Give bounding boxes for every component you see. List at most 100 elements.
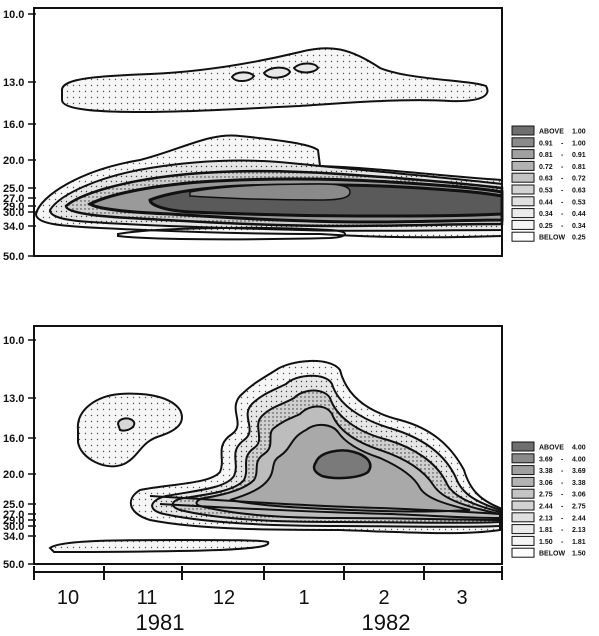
top-legend-label: 0.91 <box>539 140 553 147</box>
top-legend-value: 0.63 <box>572 188 586 195</box>
top-legend-value: 0.91 <box>572 152 586 159</box>
bottom-legend-swatch <box>511 500 535 511</box>
top-legend: ABOVE 1.00 0.91 - 1.00 0.81 - 0.91 0.72 - 0.81 0.63… <box>511 125 586 242</box>
top-legend-swatch <box>511 125 535 136</box>
bottom-legend-label: 1.81 <box>539 527 553 534</box>
top-contour-upper-band <box>61 47 489 114</box>
top-legend-swatch <box>511 172 535 183</box>
bottom-y-axis: 10.0 13.0 16.0 20.0 25.027.029.030.034.0 50.0 <box>3 335 36 571</box>
x-month-label: 11 <box>137 587 158 609</box>
top-legend-label: 0.44 <box>539 199 553 206</box>
x-month-label: 1 <box>298 587 309 609</box>
top-legend-value: 1.00 <box>572 140 586 147</box>
top-legend-swatch <box>511 160 535 171</box>
top-legend-dash: - <box>561 140 564 147</box>
top-legend-label: BELOW <box>539 235 565 242</box>
bottom-legend-label: 3.06 <box>539 480 553 487</box>
x-month-label: 2 <box>378 587 389 609</box>
top-legend-value: 1.00 <box>572 129 586 136</box>
bottom-legend-value: 3.69 <box>572 468 586 475</box>
bottom-legend-value: 2.75 <box>572 504 586 511</box>
bottom-legend-label: 3.38 <box>539 468 553 475</box>
top-legend-swatch <box>511 208 535 219</box>
top-legend-dash: - <box>561 199 564 206</box>
bottom-contour-core <box>312 449 372 480</box>
top-legend-label: 0.63 <box>539 176 553 183</box>
bottom-y-tick-label: 25.0 <box>3 499 24 511</box>
bottom-legend-value: 1.81 <box>572 539 586 546</box>
bottom-legend-label: 3.69 <box>539 456 553 463</box>
bottom-contour-lower-lines <box>149 495 501 519</box>
bottom-legend-dash: - <box>561 480 564 487</box>
top-legend-dash: - <box>561 176 564 183</box>
bottom-legend-swatch <box>511 465 535 476</box>
top-legend-label: 0.53 <box>539 188 553 195</box>
bottom-legend-dash: - <box>561 492 564 499</box>
top-legend-swatch <box>511 137 535 148</box>
bottom-legend-value: 2.13 <box>572 527 586 534</box>
bottom-y-tick-label: 20.0 <box>3 469 24 481</box>
bottom-legend-label: 2.44 <box>539 504 553 511</box>
bottom-legend-dash: - <box>561 527 564 534</box>
top-legend-value: 0.53 <box>572 199 586 206</box>
bottom-legend-value: 1.50 <box>572 551 586 558</box>
x-month-label: 3 <box>456 587 467 609</box>
bottom-y-tick-label: 27.0 <box>3 509 24 521</box>
top-y-tick-label: 16.0 <box>3 119 24 131</box>
bottom-legend-swatch <box>511 524 535 535</box>
bottom-legend-swatch <box>511 488 535 499</box>
bottom-legend-dash: - <box>561 504 564 511</box>
top-y-tick-label: 25.0 <box>3 183 24 195</box>
bottom-legend-swatch <box>511 453 535 464</box>
top-legend-swatch <box>511 149 535 160</box>
top-y-tick-label: 13.0 <box>3 77 24 89</box>
top-y-tick-label: 10.0 <box>3 9 24 21</box>
top-contour-lower-thin <box>117 226 346 241</box>
top-legend-swatch <box>511 219 535 230</box>
top-y-tick-label: 20.0 <box>3 155 24 167</box>
top-legend-label: 0.25 <box>539 223 553 230</box>
top-contour-small-3 <box>292 62 320 74</box>
top-legend-swatch <box>511 231 535 242</box>
bottom-legend-dash: - <box>561 456 564 463</box>
top-legend-dash: - <box>561 211 564 218</box>
bottom-legend-swatch <box>511 547 535 558</box>
top-legend-value: 0.25 <box>572 235 586 242</box>
bottom-legend-dash: - <box>561 468 564 475</box>
top-y-axis: 10.0 13.0 16.0 20.0 25.027.029.030.0 34.0 50.0 <box>3 9 36 263</box>
bottom-y-tick-label: 16.0 <box>3 433 24 445</box>
top-legend-swatch <box>511 196 535 207</box>
top-contour-small-1 <box>230 71 256 82</box>
top-legend-value: 0.81 <box>572 164 586 171</box>
bottom-y-tick-label: 29.0 <box>3 515 24 527</box>
bottom-y-tick-label: 34.0 <box>3 531 24 543</box>
bottom-legend-value: 3.06 <box>572 492 586 499</box>
top-legend-value: 0.72 <box>572 176 586 183</box>
bottom-legend-swatch <box>511 535 535 546</box>
top-legend-label: ABOVE <box>539 129 564 136</box>
x-month-label: 12 <box>213 587 235 609</box>
bottom-y-tick-label: 50.0 <box>3 559 24 571</box>
top-contour-small-2 <box>262 66 292 79</box>
bottom-y-tick-label: 13.0 <box>3 393 24 405</box>
bottom-legend-dash: - <box>561 515 564 522</box>
top-y-tick-label: 50.0 <box>3 251 24 263</box>
bottom-contour-lower-band <box>48 539 270 554</box>
top-y-tick-label: 30.0 <box>3 207 24 219</box>
bottom-legend-label: 2.13 <box>539 515 553 522</box>
bottom-legend-dash: - <box>561 539 564 546</box>
top-y-tick-label: 29.0 <box>3 201 24 213</box>
bottom-legend-swatch <box>511 441 535 452</box>
bottom-contour-left-inner <box>116 417 136 432</box>
top-legend-dash: - <box>561 152 564 159</box>
top-legend-dash: - <box>561 188 564 195</box>
bottom-y-tick-label: 10.0 <box>3 335 24 347</box>
bottom-y-tick-label: 30.0 <box>3 521 24 533</box>
top-legend-value: 0.44 <box>572 211 586 218</box>
bottom-legend-value: 4.00 <box>572 445 586 452</box>
x-month-label: 10 <box>57 587 79 609</box>
bottom-legend-label: 2.75 <box>539 492 553 499</box>
bottom-legend-value: 3.38 <box>572 480 586 487</box>
